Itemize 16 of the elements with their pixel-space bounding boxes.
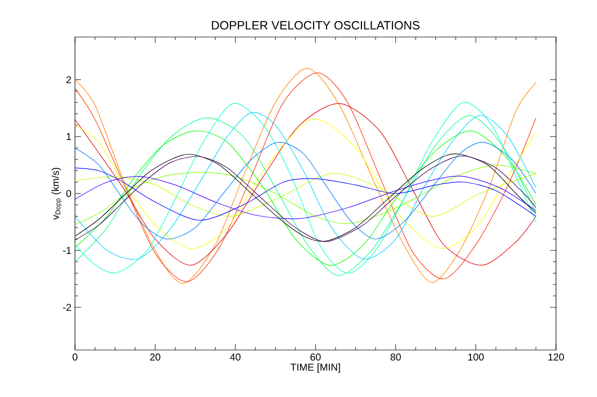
y-tick-label: 1 [66, 133, 72, 140]
x-tick-label: 40 [230, 354, 240, 361]
x-tick-label: 80 [390, 354, 401, 361]
x-tick-label: 60 [310, 354, 321, 361]
y-tick-label: -2 [63, 304, 71, 311]
x-tick-label: 0 [72, 354, 78, 361]
chart-title: DOPPLER VELOCITY OSCILLATIONS [212, 21, 420, 30]
y-tick-label: 0 [66, 190, 72, 198]
x-tick-label: 100 [468, 354, 484, 361]
y-tick-label: -1 [63, 246, 72, 254]
line-series [75, 130, 536, 266]
x-axis-title: TIME [MIN] [290, 363, 340, 373]
x-tick-label: 120 [548, 354, 564, 361]
y-axis-title: v$_{Dopp}$ (km/s) [52, 168, 62, 220]
x-tick-label: 20 [150, 354, 160, 361]
y-tick-label: 2 [66, 76, 71, 84]
